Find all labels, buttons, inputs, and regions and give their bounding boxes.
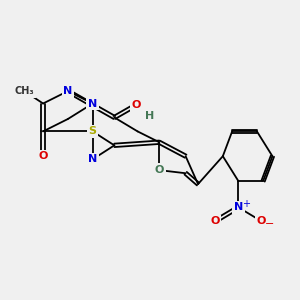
Text: −: − (265, 219, 274, 230)
Text: O: O (210, 216, 220, 226)
Text: O: O (38, 151, 48, 161)
Text: S: S (89, 126, 97, 136)
Text: O: O (154, 165, 164, 175)
Text: O: O (131, 100, 141, 110)
Text: CH₃: CH₃ (15, 86, 34, 96)
Text: O: O (257, 216, 266, 226)
Text: N: N (88, 98, 97, 109)
Text: N: N (63, 86, 73, 96)
Text: N: N (234, 202, 243, 212)
Text: N: N (88, 154, 97, 164)
Text: H: H (146, 111, 154, 121)
Text: +: + (242, 199, 250, 209)
